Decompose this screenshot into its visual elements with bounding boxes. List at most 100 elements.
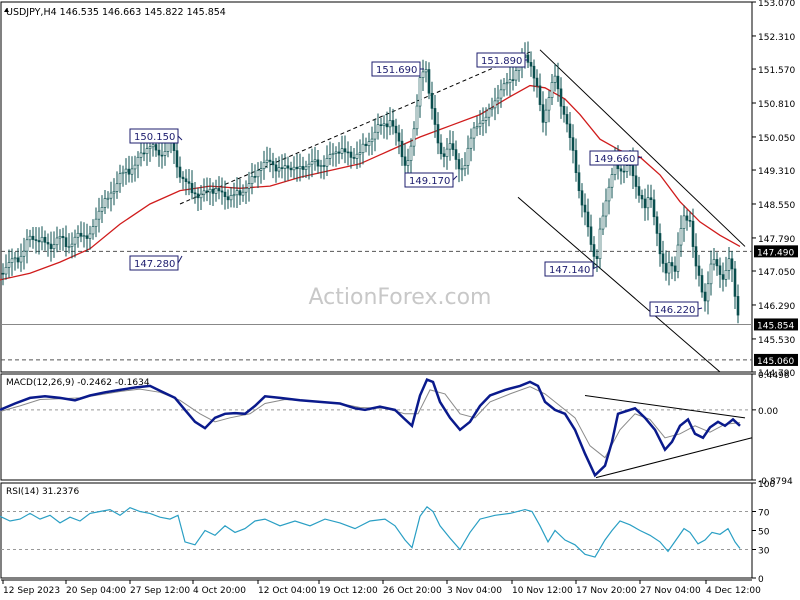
price-bar-body <box>340 148 344 154</box>
price-bar-body <box>112 191 116 194</box>
price-bar-body <box>61 236 65 238</box>
price-bar-body <box>178 166 182 178</box>
price-bar-body <box>619 168 623 172</box>
rsi-title: RSI(14) 31.2376 <box>6 487 79 497</box>
price-bar-body <box>175 150 179 168</box>
price-bar-body <box>487 108 491 118</box>
price-bar-body <box>430 92 434 109</box>
price-bar-body <box>217 188 221 192</box>
price-bar-body <box>310 161 314 165</box>
price-bar-body <box>649 197 653 201</box>
price-bar-body <box>235 190 239 196</box>
price-bar-body <box>283 165 287 169</box>
macd-y-tick-label: 0.00 <box>758 407 778 417</box>
price-bar-body <box>694 246 698 267</box>
x-tick-label: 20 Sep 04:00 <box>66 586 126 596</box>
price-bar-body <box>442 153 446 157</box>
price-bar-body <box>400 140 404 158</box>
price-bar-body <box>448 143 452 150</box>
price-bar-body <box>70 243 74 247</box>
price-label-connector <box>177 135 183 141</box>
price-bar-body <box>208 188 212 193</box>
level-tag-bg-147.490 <box>754 245 798 258</box>
price-bar-body <box>325 158 329 167</box>
price-bar-body <box>346 151 350 154</box>
rsi-y-tick-label: 50 <box>758 528 770 538</box>
price-bar-body <box>190 183 194 194</box>
price-bar-body <box>316 159 320 167</box>
level-tag-147.490: 147.490 <box>757 248 794 258</box>
price-bar-body <box>31 235 35 240</box>
price-bar-body <box>433 108 437 125</box>
price-bar-body <box>244 187 248 193</box>
price-bar-body <box>571 137 575 151</box>
price-bar-body <box>49 243 53 250</box>
price-bar-body <box>580 190 584 206</box>
price-bar-body <box>361 143 365 153</box>
price-label-149.170: 149.170 <box>409 176 450 187</box>
price-bar-body <box>478 122 482 127</box>
price-bar-body <box>598 228 602 260</box>
price-bar-body <box>667 262 671 274</box>
price-bar-body <box>472 127 476 139</box>
price-bar-body <box>301 166 305 170</box>
price-bar-body <box>139 152 143 158</box>
price-bar-body <box>409 145 413 161</box>
price-bar-body <box>115 183 119 192</box>
price-bar-body <box>559 88 563 107</box>
price-bar-body <box>382 123 386 126</box>
price-bar-body <box>364 143 368 147</box>
price-label-150.150: 150.150 <box>134 132 175 143</box>
price-bar-body <box>724 270 728 280</box>
price-bar-body <box>511 79 515 81</box>
chart-header-text: USDJPY,H4 146.535 146.663 145.822 145.85… <box>6 7 226 18</box>
price-bar-body <box>202 190 206 195</box>
price-bar-body <box>556 75 560 90</box>
price-bar-body <box>103 198 107 208</box>
price-bar-body <box>535 77 539 87</box>
macd-y-tick-label: -0.8794 <box>758 477 793 487</box>
price-bar-body <box>526 54 530 63</box>
level-tag-bg-145.060 <box>754 353 798 366</box>
price-bar-body <box>436 124 440 144</box>
price-bar-body <box>154 144 158 151</box>
price-bar-body <box>304 166 308 170</box>
price-label-146.220: 146.220 <box>654 305 695 316</box>
price-bar-body <box>463 165 467 170</box>
price-bar-body <box>181 176 185 180</box>
price-bar-body <box>394 125 398 134</box>
price-bar-body <box>121 171 125 175</box>
price-bar-body <box>652 199 656 218</box>
price-bar-body <box>661 253 665 264</box>
price-bar-body <box>583 204 587 213</box>
price-bar-body <box>505 82 509 85</box>
price-bar-body <box>418 77 422 107</box>
price-bar-body <box>16 257 20 263</box>
price-bar-body <box>634 175 638 187</box>
price-bar-body <box>676 244 680 272</box>
price-bar-body <box>568 123 572 138</box>
x-tick-label: 12 Oct 04:00 <box>258 586 317 596</box>
price-label-connector <box>697 307 703 310</box>
main-y-tick-label: 150.050 <box>758 134 795 144</box>
price-bar-body <box>388 120 392 128</box>
price-bar-body <box>664 263 668 274</box>
macd-y-tick-label: 0.4496 <box>758 371 790 381</box>
price-bar-body <box>82 235 86 238</box>
price-bar-body <box>415 105 419 130</box>
price-bar-body <box>700 275 704 293</box>
main-y-tick-label: 152.310 <box>758 33 795 43</box>
main-y-tick-label: 147.050 <box>758 268 795 278</box>
price-bar-body <box>262 162 266 169</box>
price-bar-body <box>4 266 8 275</box>
price-bar-body <box>595 256 599 260</box>
price-bar-body <box>199 193 203 199</box>
price-bar-body <box>196 193 200 199</box>
level-tag-145.854: 145.854 <box>757 321 794 331</box>
price-bar-body <box>250 176 254 185</box>
price-label-connector <box>592 265 599 270</box>
price-bar-body <box>40 236 44 243</box>
price-bar-body <box>604 200 608 217</box>
price-bar-body <box>376 124 380 133</box>
price-label-151.690: 151.690 <box>376 65 417 76</box>
